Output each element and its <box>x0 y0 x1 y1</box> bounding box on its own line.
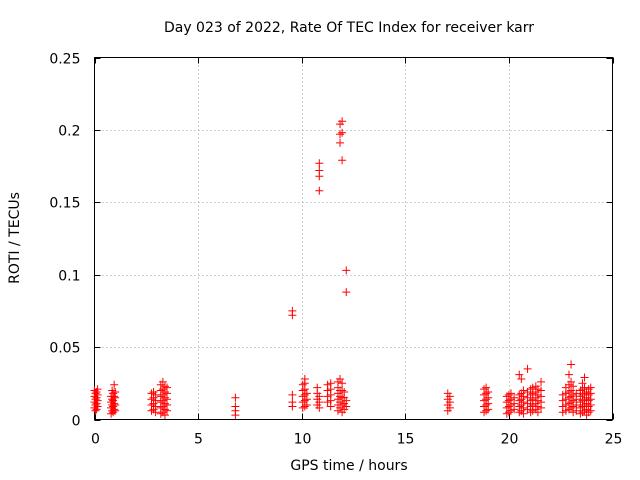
data-point-plus <box>93 385 102 394</box>
x-tick-label: 5 <box>194 432 203 448</box>
data-point-plus <box>163 383 172 392</box>
data-point-plus <box>326 379 335 388</box>
x-tick-label: 25 <box>605 432 623 448</box>
y-tick-label: 0.15 <box>49 196 80 212</box>
data-point-plus <box>523 364 532 373</box>
data-point-plus <box>580 373 589 382</box>
plot-frame <box>94 57 613 420</box>
y-axis-tick-labels: 0 0.05 0.1 0.15 0.2 0.25 <box>49 52 80 430</box>
data-point-plus <box>506 389 515 398</box>
data-point-plus <box>313 383 322 392</box>
data-point-plus <box>504 390 513 399</box>
y-tick-label: 0.1 <box>58 269 80 285</box>
data-point-plus <box>231 393 240 402</box>
data-point-plus <box>564 370 573 379</box>
data-point-plus <box>484 387 493 396</box>
y-tick-label: 0.25 <box>49 52 80 68</box>
data-point-plus <box>338 386 347 395</box>
data-point-plus <box>298 380 307 389</box>
data-point-plus <box>338 401 347 410</box>
x-axis-label: GPS time / hours <box>290 458 407 474</box>
data-point-plus <box>567 377 576 386</box>
data-point-plus <box>482 383 491 392</box>
data-point-plus <box>338 156 347 165</box>
data-point-plus <box>315 186 324 195</box>
data-point-plus <box>110 380 119 389</box>
x-tick-label: 15 <box>397 432 415 448</box>
data-point-plus <box>537 386 546 395</box>
data-point-plus <box>342 396 351 405</box>
data-point-plus <box>564 387 573 396</box>
data-point-plus <box>160 382 169 391</box>
data-point-plus <box>147 389 156 398</box>
data-point-plus <box>91 389 100 398</box>
data-point-plus <box>567 360 576 369</box>
data-point-plus <box>584 385 593 394</box>
data-point-plus <box>515 370 524 379</box>
data-point-plus <box>517 374 526 383</box>
data-point-plus <box>231 402 240 411</box>
data-point-plus <box>338 379 347 388</box>
data-point-plus <box>572 389 581 398</box>
data-point-plus <box>338 117 347 126</box>
data-point-plus <box>288 306 297 315</box>
axis-ticks <box>94 57 614 421</box>
data-point-plus <box>569 382 578 391</box>
x-tick-label: 10 <box>294 432 312 448</box>
data-point-plus <box>315 166 324 175</box>
data-point-plus <box>576 386 585 395</box>
data-point-plus <box>586 383 595 392</box>
data-point-plus <box>288 390 297 399</box>
data-point-plus <box>526 385 535 394</box>
data-point-plus <box>502 392 511 401</box>
data-point-plus <box>336 138 345 147</box>
data-point-plus <box>111 387 120 396</box>
data-point-plus <box>110 399 119 408</box>
y-tick-label: 0 <box>72 414 81 430</box>
data-point-plus <box>578 379 587 388</box>
data-points <box>90 117 595 420</box>
data-point-plus <box>510 393 519 402</box>
data-point-plus <box>302 389 311 398</box>
x-axis-tick-labels: 0 5 10 15 20 25 <box>91 432 622 448</box>
chart-title: Day 023 of 2022, Rate Of TEC Index for r… <box>164 20 534 36</box>
data-point-plus <box>567 386 576 395</box>
data-point-plus <box>519 386 528 395</box>
data-point-plus <box>151 390 160 399</box>
data-point-plus <box>288 398 297 407</box>
data-point-plus <box>480 385 489 394</box>
data-point-plus <box>315 159 324 168</box>
x-tick-label: 0 <box>91 432 100 448</box>
data-point-plus <box>300 374 309 383</box>
data-point-plus <box>515 390 524 399</box>
data-point-plus <box>336 130 345 139</box>
data-point-plus <box>342 266 351 275</box>
data-point-plus <box>340 387 349 396</box>
y-tick-label: 0.05 <box>49 341 80 357</box>
data-point-plus <box>445 392 454 401</box>
data-point-plus <box>158 377 167 386</box>
data-point-plus <box>336 374 345 383</box>
data-point-plus <box>342 288 351 297</box>
x-tick-label: 20 <box>501 432 519 448</box>
y-tick-label: 0.2 <box>58 124 80 140</box>
data-point-plus <box>537 377 546 386</box>
data-point-plus <box>338 128 347 137</box>
data-point-plus <box>111 401 120 410</box>
data-point-plus <box>315 392 324 401</box>
grid-lines <box>94 57 613 420</box>
data-point-plus <box>110 392 119 401</box>
y-axis-label: ROTI / TECUs <box>7 192 23 284</box>
